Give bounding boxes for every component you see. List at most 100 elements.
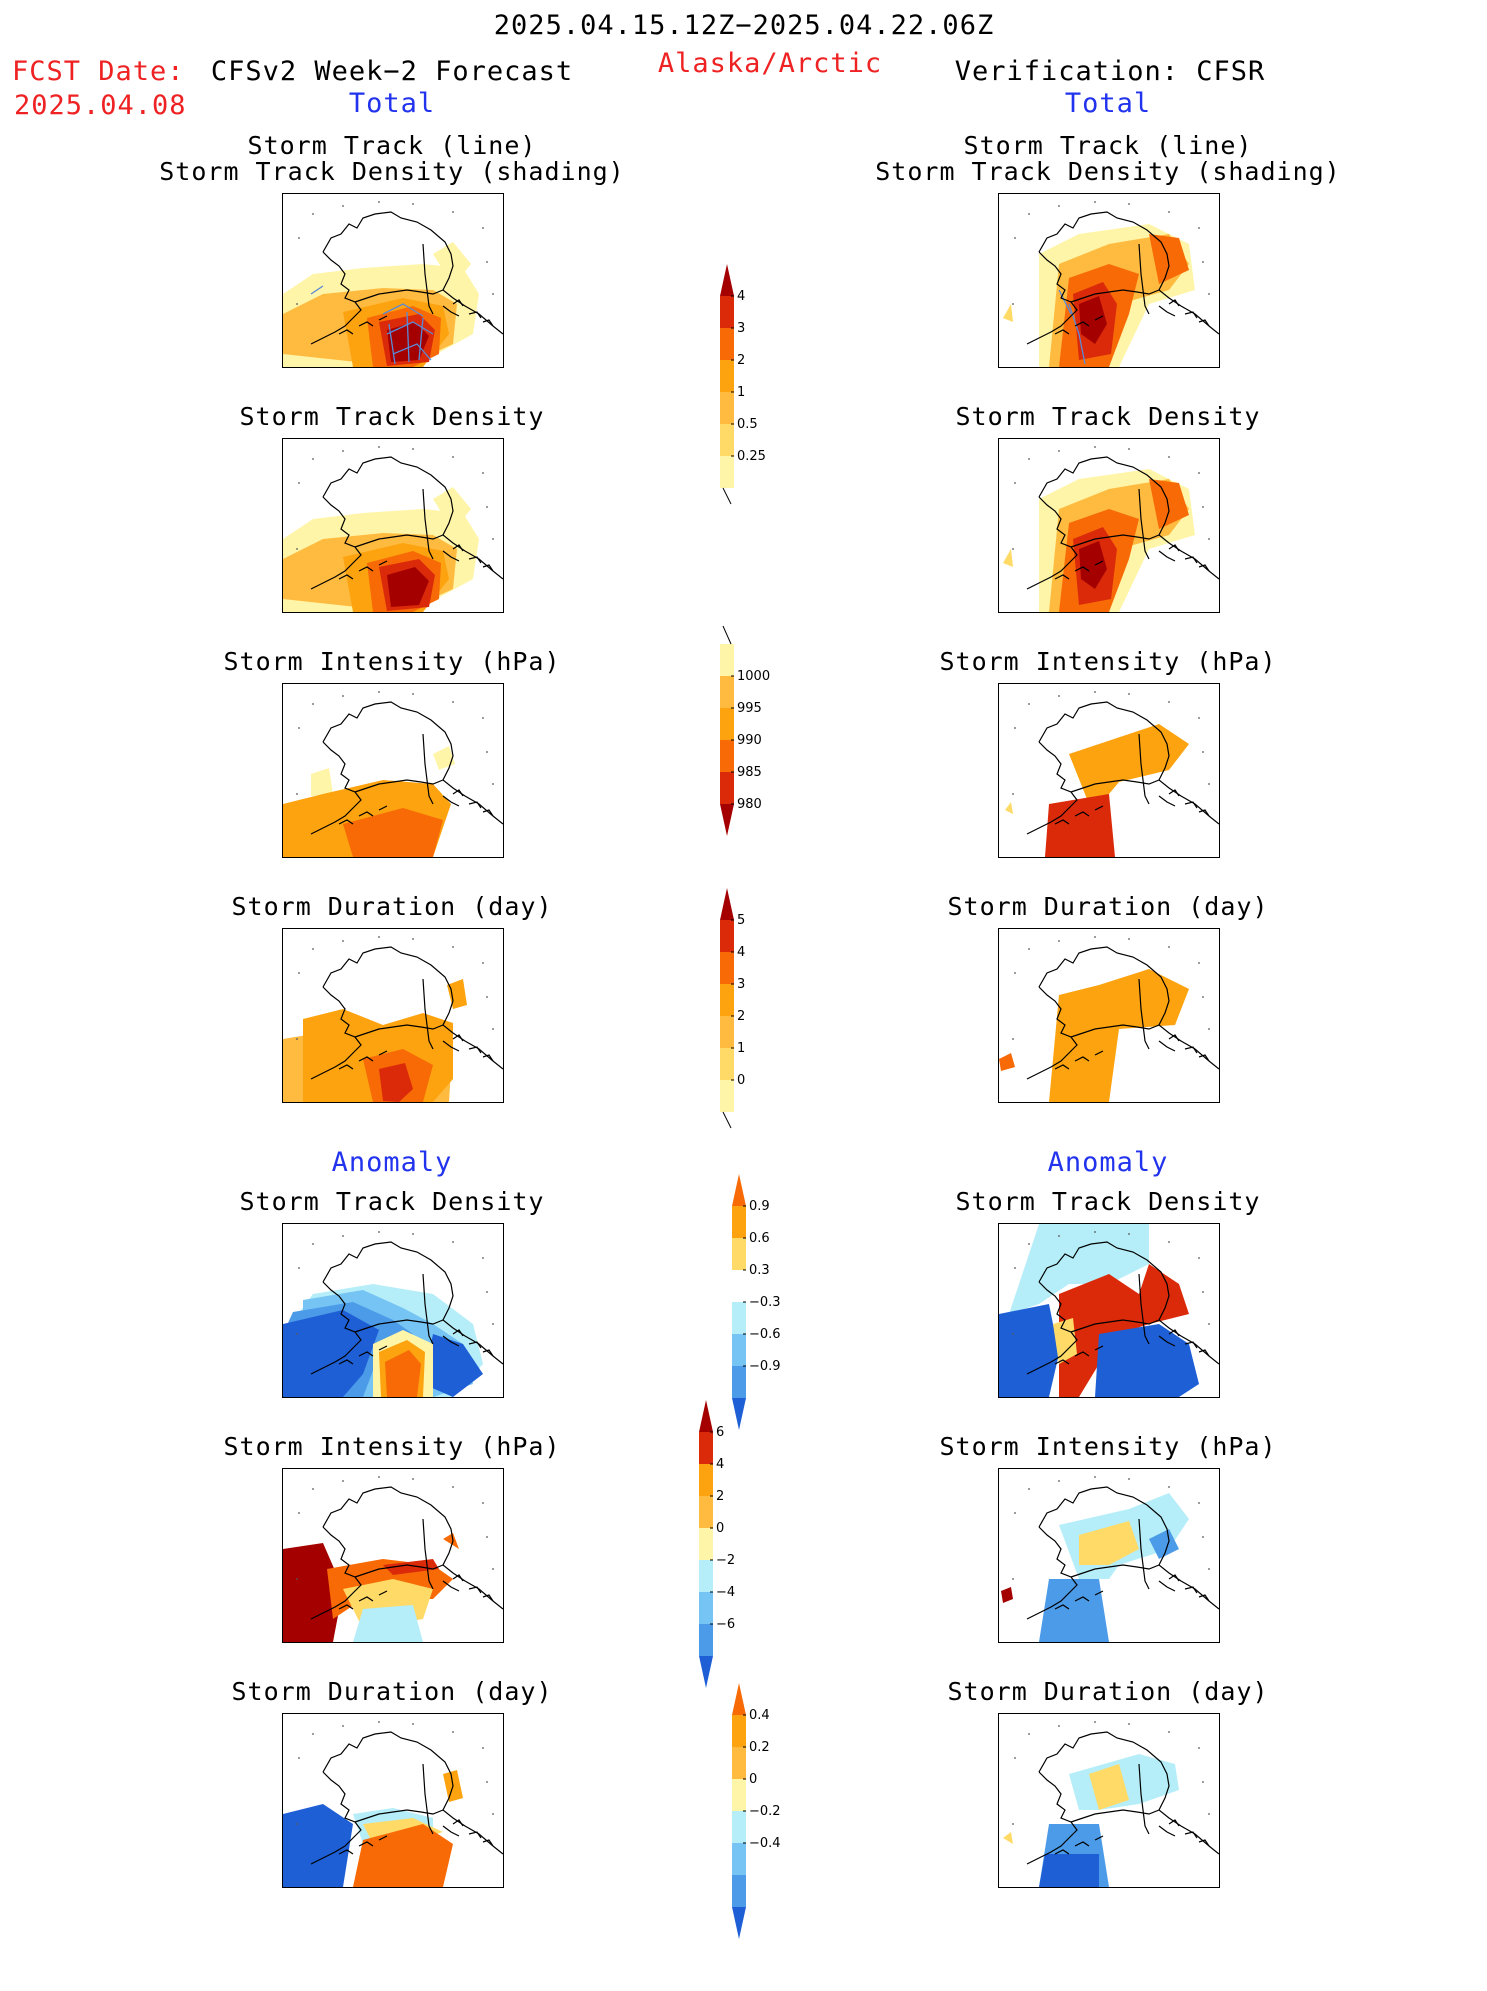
colorbar-segment: [699, 1624, 713, 1656]
island: [1184, 1586, 1198, 1594]
island: [1158, 305, 1176, 317]
colorbar-segment: [699, 1560, 713, 1592]
colorbar-segment: [732, 1811, 746, 1843]
colorbar-segment: [699, 1400, 713, 1432]
right-intensity-title: Storm Intensity (hPa): [939, 647, 1277, 676]
shade-region: [1003, 304, 1013, 322]
graticule-dots: [296, 446, 494, 550]
colorbar-segment: [720, 360, 734, 392]
island: [1094, 1345, 1104, 1351]
island: [468, 556, 482, 564]
shade-region: [1149, 479, 1189, 529]
shade-region: [433, 487, 471, 531]
island: [1094, 1050, 1104, 1056]
island: [442, 1335, 460, 1347]
total-intensity-colorbar: 1000 995 990 985 980: [720, 625, 800, 888]
colorbar-tick-label: 2: [737, 1009, 745, 1024]
island: [1054, 819, 1070, 825]
west-coast: [310, 741, 362, 835]
island: [338, 1359, 354, 1365]
west-coast: [310, 1281, 362, 1375]
coastline: [1026, 211, 1219, 345]
south-coast: [354, 534, 444, 548]
colorbar-tick-label: 6: [716, 1425, 724, 1440]
left-anomaly-intensity-map: [282, 1468, 504, 1643]
island: [1158, 1335, 1176, 1347]
island: [468, 1341, 482, 1349]
colorbar-segment: [699, 1592, 713, 1624]
left-anomaly-density-map: [282, 1223, 504, 1398]
island: [1158, 1580, 1176, 1592]
colorbar-tick-label: 5: [737, 913, 745, 928]
island: [1168, 299, 1180, 307]
colorbar-segment: [720, 264, 734, 296]
island: [1158, 1825, 1176, 1837]
west-coast: [310, 1526, 362, 1620]
right-duration-map: [998, 928, 1220, 1103]
island: [482, 319, 494, 327]
colorbar-segment: [732, 1238, 746, 1270]
island: [482, 1839, 494, 1847]
island: [378, 1835, 388, 1841]
island: [1074, 1351, 1090, 1357]
island: [338, 1849, 354, 1855]
colorbar-segment: [720, 740, 734, 772]
shade-region: [1079, 1521, 1139, 1565]
colorbar-segment: [720, 952, 734, 984]
colorbar-segment: [732, 1366, 746, 1398]
island: [378, 805, 388, 811]
left-anom-intensity-title: Storm Intensity (hPa): [223, 1432, 561, 1461]
island: [1184, 556, 1198, 564]
border-line: [422, 733, 434, 805]
coastline: [310, 1486, 503, 1620]
colorbar-segment: [732, 1334, 746, 1366]
island: [1198, 1594, 1210, 1602]
west-coast: [1026, 1771, 1078, 1865]
shaded-field: [1005, 724, 1189, 857]
shade-region: [999, 1053, 1015, 1071]
shaded-field: [1003, 1754, 1179, 1887]
colorbar-segment: [720, 708, 734, 740]
west-coast: [1026, 1526, 1078, 1620]
colorbar-segment: [732, 1779, 746, 1811]
island: [1184, 1831, 1198, 1839]
island: [468, 1831, 482, 1839]
colorbar-segment: [720, 296, 734, 328]
island: [1168, 1819, 1180, 1827]
island: [452, 1329, 464, 1337]
right-anomaly-label: Anomaly: [1047, 1147, 1169, 1178]
border-line: [422, 1518, 434, 1590]
border-line: [422, 1273, 434, 1345]
colorbar-segment: [732, 1683, 746, 1715]
colorbar-tick-label: 0: [749, 1772, 757, 1787]
colorbar-tick-label: 985: [737, 765, 762, 780]
island: [1094, 315, 1104, 321]
right-track-density-map: [998, 438, 1220, 613]
shade-region: [353, 1605, 423, 1642]
island: [468, 1586, 482, 1594]
colorbar-tick-label: 1: [737, 1041, 745, 1056]
shade-region: [1079, 296, 1107, 344]
colorbar-segment: [732, 1302, 746, 1334]
island: [468, 1046, 482, 1054]
anomaly-intensity-colorbar: 6 4 2 0 −2 −4 −6: [699, 1400, 779, 1740]
colorbar-segment: [732, 1843, 746, 1875]
island: [452, 789, 464, 797]
colorbar-segment: [720, 644, 734, 676]
colorbar-tick-label: 4: [737, 289, 745, 304]
shaded-field: [283, 746, 455, 857]
coastline: [1026, 701, 1219, 835]
colorbar-segment: [720, 676, 734, 708]
island: [1198, 1349, 1210, 1357]
colorbar-tick-label: 0: [716, 1521, 724, 1536]
coastline: [1026, 1241, 1219, 1375]
colorbar-tick-label: 2: [737, 353, 745, 368]
colorbar-tick-label: −6: [716, 1617, 735, 1632]
right-anom-duration-title: Storm Duration (day): [947, 1677, 1269, 1706]
graticule-dots: [296, 1476, 494, 1580]
graticule-dots: [296, 936, 494, 1040]
border-line: [1138, 978, 1150, 1050]
border-line: [1138, 1763, 1150, 1835]
shade-region: [423, 1334, 483, 1397]
shaded-field: [283, 487, 479, 612]
